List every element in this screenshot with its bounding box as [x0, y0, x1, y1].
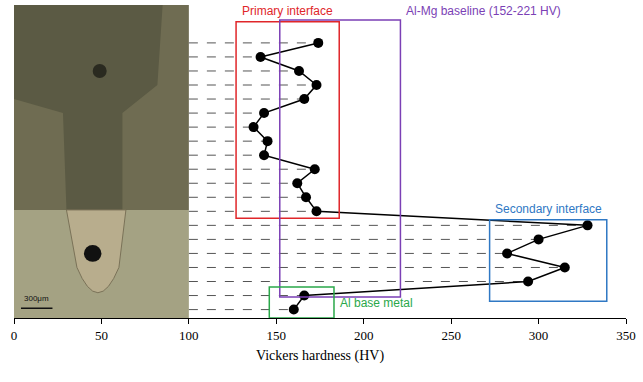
svg-text:150: 150 [267, 328, 287, 343]
svg-text:Primary interface: Primary interface [242, 4, 333, 18]
svg-text:Secondary interface: Secondary interface [495, 202, 602, 216]
svg-text:Vickers hardness (HV): Vickers hardness (HV) [256, 348, 385, 364]
svg-text:200: 200 [354, 328, 374, 343]
svg-text:300μm: 300μm [24, 294, 49, 303]
svg-text:300: 300 [529, 328, 549, 343]
svg-text:250: 250 [441, 328, 461, 343]
svg-text:50: 50 [95, 328, 108, 343]
svg-text:100: 100 [179, 328, 199, 343]
svg-text:350: 350 [616, 328, 636, 343]
svg-text:Al-Mg baseline (152-221 HV): Al-Mg baseline (152-221 HV) [406, 4, 561, 18]
svg-text:Al base metal: Al base metal [340, 296, 413, 310]
svg-text:0: 0 [11, 328, 18, 343]
